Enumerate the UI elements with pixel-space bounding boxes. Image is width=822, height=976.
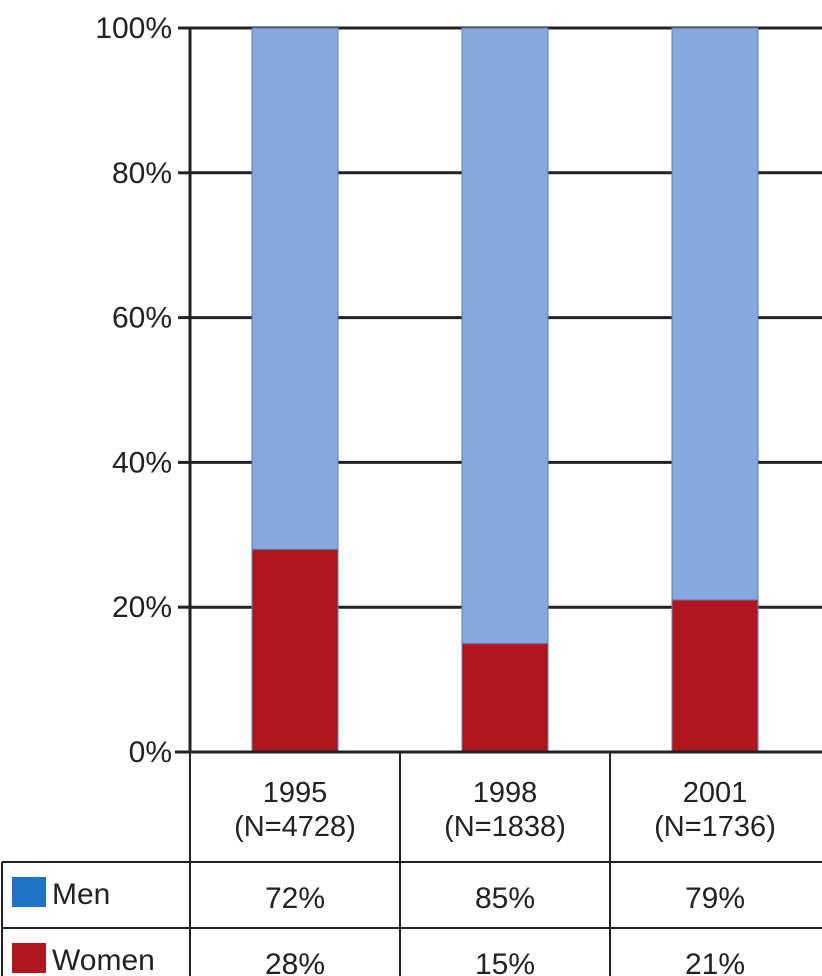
- data-label-women: 15%: [475, 948, 535, 976]
- x-category-note: (N=4728): [234, 811, 356, 843]
- x-category-label: 2001: [683, 777, 748, 809]
- bars: [251, 27, 759, 753]
- y-axis-ticks: 0% 20% 40% 60% 80% 100%: [95, 12, 190, 769]
- y-tick-label: 20%: [112, 591, 172, 624]
- bar-men-1998: [461, 27, 549, 644]
- legend-swatch-women: [12, 943, 46, 973]
- bar-women-1995: [251, 548, 339, 753]
- y-tick-label: 60%: [112, 302, 172, 335]
- y-tick-label: 80%: [112, 157, 172, 190]
- data-label-men: 72%: [265, 882, 325, 915]
- data-label-women: 21%: [685, 948, 745, 976]
- bar-men-2001: [671, 27, 759, 601]
- bar-women-2001: [671, 599, 759, 753]
- x-category-label: 1995: [263, 777, 328, 809]
- x-category-note: (N=1736): [654, 811, 776, 843]
- axes: [175, 28, 822, 754]
- x-category-label: 1998: [473, 777, 538, 809]
- legend-label-men: Men: [52, 878, 110, 911]
- bar-men-1995: [251, 27, 339, 550]
- data-table: 1995(N=4728) 1998(N=1838) 2001(N=1736) Men 7…: [1, 752, 822, 976]
- y-tick-label: 0%: [129, 736, 172, 769]
- y-tick-label: 40%: [112, 446, 172, 479]
- bar-women-1998: [461, 642, 549, 753]
- x-category-note: (N=1838): [444, 811, 566, 843]
- legend-swatch-men: [12, 877, 46, 907]
- y-tick-label: 100%: [95, 12, 172, 45]
- data-label-women: 28%: [265, 948, 325, 976]
- data-label-men: 85%: [475, 882, 535, 915]
- legend-label-women: Women: [52, 944, 155, 976]
- data-label-men: 79%: [685, 882, 745, 915]
